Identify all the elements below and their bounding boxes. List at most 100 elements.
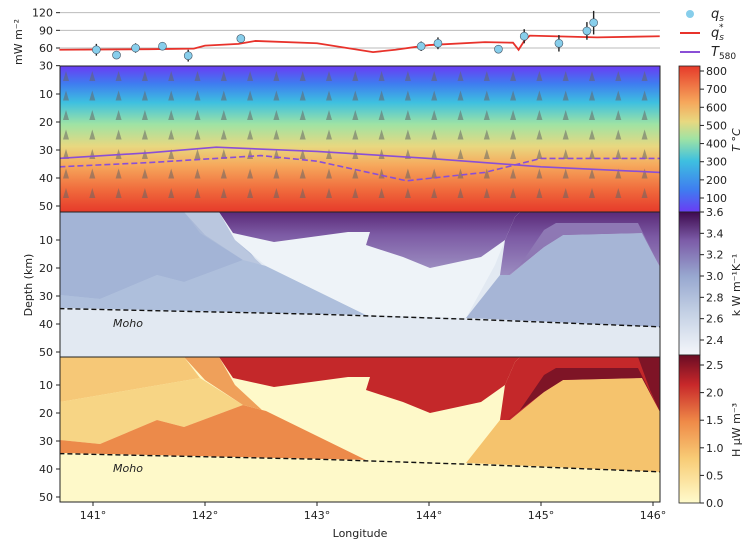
flux-arrow <box>378 71 385 81</box>
flux-arrow <box>510 129 517 140</box>
flux-arrow <box>483 168 490 179</box>
depth-tick-label: 20 <box>39 407 53 420</box>
flux-arrow <box>641 90 648 101</box>
flux-arrow <box>168 168 175 179</box>
h-wedge <box>184 357 262 410</box>
depth-tick-label: 50 <box>39 346 53 359</box>
flux-arrow <box>404 110 411 120</box>
flux-arrow <box>536 168 543 179</box>
depth-tick-label: 40 <box>39 463 53 476</box>
flux-arrow <box>326 168 332 179</box>
longitude-tick-label: 143° <box>304 509 331 522</box>
flux-arrow <box>89 110 96 120</box>
flux-arrow <box>168 129 175 140</box>
flux-arrow <box>141 149 148 159</box>
t580-dashed-line <box>60 154 660 182</box>
flux-arrow <box>615 129 622 140</box>
qs-point <box>92 45 101 55</box>
colorbar-tick-label: 3.4 <box>706 227 724 240</box>
flux-arrow <box>115 168 122 179</box>
qs-star-line <box>59 34 660 54</box>
longitude-tick-label: 145° <box>528 509 555 522</box>
flux-arrow <box>641 149 648 159</box>
flux-arrow <box>615 168 622 179</box>
flux-arrow <box>378 129 385 140</box>
flux-arrow <box>194 71 201 81</box>
h-high-top-region <box>219 357 520 413</box>
colorbar-tick-label: 100 <box>706 192 727 205</box>
temperature-colorbar-label: T °C <box>730 128 743 152</box>
flux-arrow <box>194 129 201 140</box>
flux-arrow <box>273 168 280 179</box>
depth-tick-label: 40 <box>39 318 53 331</box>
flux-arrow <box>63 71 69 81</box>
qs-point <box>112 50 121 60</box>
flux-arrow <box>641 188 648 198</box>
k-right-band <box>506 223 660 276</box>
legend-qs-star-label: qs* <box>711 23 724 43</box>
longitude-tick-label: 146° <box>640 509 667 522</box>
k-wedge <box>184 212 262 265</box>
flux-arrow <box>510 168 517 179</box>
flux-arrow <box>562 188 569 198</box>
depth-axis-label: Depth (km) <box>22 254 35 317</box>
flux-arrow <box>141 168 148 179</box>
flux-arrow <box>141 129 148 140</box>
flux-arrow <box>352 168 359 179</box>
flux-arrow <box>326 129 332 140</box>
conductivity-colorbar <box>678 211 701 356</box>
flux-arrow <box>510 71 517 81</box>
conductivity-colorbar-label: k W m⁻¹K⁻¹ <box>730 254 743 317</box>
longitude-axis-label: Longitude <box>333 527 388 540</box>
flux-arrow <box>615 71 622 81</box>
flux-arrow <box>89 90 96 101</box>
h-right-band <box>506 368 660 421</box>
k-right-region <box>466 233 660 327</box>
depth-tick-label: 20 <box>39 262 53 275</box>
qs-point <box>589 18 598 27</box>
flux-arrow <box>247 168 254 179</box>
flux-arrow <box>168 149 175 159</box>
conductivity-panel: Moho <box>60 212 660 357</box>
depth-tick-label: 20 <box>39 116 53 129</box>
heat-production-panel-frame <box>59 356 661 503</box>
depth-tick-label: 10 <box>39 88 53 101</box>
flux-arrow <box>378 110 385 120</box>
flux-arrow <box>615 90 622 101</box>
flux-arrow <box>220 129 227 140</box>
flux-arrow <box>326 90 332 101</box>
colorbar-tick-label: 3.6 <box>706 206 724 219</box>
flux-arrow <box>536 71 543 81</box>
flux-arrow <box>457 168 464 179</box>
qs-point <box>158 41 167 51</box>
flux-arrow <box>115 90 122 101</box>
flux-arrow <box>89 71 96 81</box>
longitude-tick-label: 144° <box>416 509 443 522</box>
longitude-tick-label: 141° <box>80 509 107 522</box>
flux-arrow <box>641 110 648 120</box>
flux-arrow <box>483 188 490 198</box>
flux-arrow <box>615 188 622 198</box>
flux-arrow <box>589 90 595 101</box>
colorbar-tick-label: 0.0 <box>706 497 724 510</box>
flux-arrow <box>89 129 96 140</box>
colorbar-tick-label: 200 <box>706 174 727 187</box>
flux-arrow <box>247 90 254 101</box>
h-left-upper-region <box>60 357 200 402</box>
flux-arrow <box>562 90 569 101</box>
y-tick-label: 60 <box>39 42 53 55</box>
flux-arrow <box>510 90 517 101</box>
flux-arrow <box>378 188 385 198</box>
flux-arrow <box>483 71 490 81</box>
temperature-colorbar <box>678 65 701 213</box>
flux-arrow <box>431 129 438 140</box>
flux-arrow <box>115 71 122 81</box>
colorbar-tick-label: 2.4 <box>706 334 724 347</box>
depth-tick-label: 50 <box>39 491 53 504</box>
heat-production-panel: Moho <box>60 357 660 502</box>
flux-arrow <box>536 90 543 101</box>
colorbar-tick-label: 3.2 <box>706 249 724 262</box>
flux-arrow <box>510 149 517 159</box>
flux-arrow <box>141 71 148 81</box>
colorbar-tick-label: 600 <box>706 101 727 114</box>
